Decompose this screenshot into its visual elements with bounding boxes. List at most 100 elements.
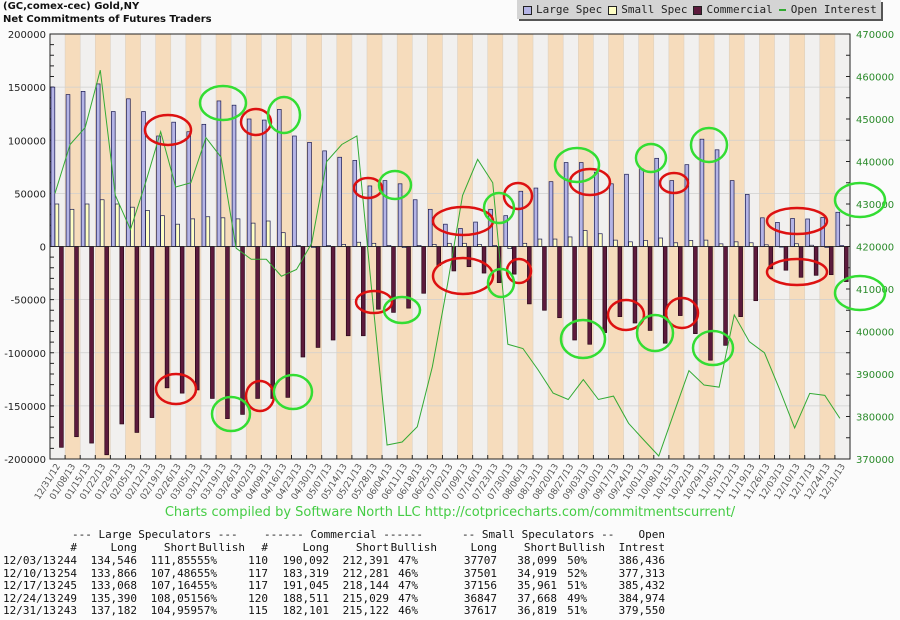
red-annotation-ellipse [502,181,534,211]
green-annotation-ellipse [482,191,516,225]
col-header-ls-short: Short [163,541,197,554]
large-spec-bar [835,211,841,247]
large-spec-bar [352,160,358,247]
left-axis-tick-label: 200000 [8,30,46,41]
open-interest-swatch [778,9,786,11]
small-spec-bar [567,236,573,247]
small-spec-bar [356,241,362,247]
cell-c-long: 190,092 [282,554,329,567]
red-annotation-ellipse [354,289,394,315]
green-annotation-ellipse [210,395,252,433]
col-header-ls-bull: Bullish [198,541,245,554]
large-spec-bar [714,149,720,247]
cell-ls-count: 244 [57,554,77,567]
right-axis-tick-label: 430000 [856,200,894,211]
right-axis-tick-label: 370000 [856,455,894,466]
small-spec-bar [281,232,286,247]
cell-ls-short: 108,051 [150,591,197,605]
commercial-bar [134,246,140,433]
small-spec-bar [175,223,180,247]
commercial-bar [723,246,728,346]
green-annotation-ellipse [377,169,413,201]
large-spec-bar [729,180,735,247]
large-spec-bar [820,217,825,247]
legend: Large Spec Small Spec Commercial Open In… [517,0,881,19]
right-axis-tick-label: 380000 [856,413,894,424]
left-axis-tick-label: 0 [40,243,46,254]
small-spec-bar [190,218,195,247]
cell-c-bull: 46% [398,566,418,580]
small-spec-bar [84,203,90,247]
green-annotation-ellipse [266,95,302,135]
legend-item-large-spec: Large Spec [523,3,602,16]
large-spec-bar [367,185,373,247]
green-annotation-ellipse [272,373,314,411]
large-spec-bar [639,168,644,247]
col-header-oi: Intrest [618,541,665,554]
cell-ls-bull: 55% [197,579,217,593]
large-spec-bar [458,228,463,247]
small-spec-bar [673,242,679,247]
small-spec-bar [552,238,558,247]
commercial-bar [647,246,653,331]
cell-ls-long: 135,390 [90,591,137,605]
cell-c-short: 218,144 [342,579,389,593]
commercial-bar [828,246,834,276]
col-header-c-short: Short [355,541,389,554]
commercial-bar [194,246,200,391]
cell-ls-long: 137,182 [90,604,137,618]
cell-oi: 379,550 [618,604,665,618]
cell-s-long: 37617 [463,604,497,618]
commercial-bar [149,246,155,418]
left-axis-tick-label: 50000 [14,189,46,200]
cell-ls-short: 111,855 [150,554,197,567]
red-annotation-ellipse [664,296,700,330]
commercial-bar [602,246,608,333]
commercial-bar [89,246,94,444]
green-annotation-ellipse [486,267,516,299]
commercial-bar [783,246,789,271]
commercial-bar [179,246,185,394]
large-spec-bar [790,218,795,247]
small-spec-bar [688,240,694,247]
cell-oi: 386,436 [618,554,665,567]
cell-c-count: 115 [248,604,268,618]
cell-c-long: 182,101 [282,604,329,618]
commercial-swatch [693,5,703,15]
red-annotation-ellipse [658,171,690,195]
commercial-bar [376,246,381,310]
cell-c-bull: 47% [398,591,418,605]
green-annotation-ellipse [382,295,422,325]
cell-ls-bull: 57% [197,604,217,618]
cell-c-count: 110 [248,554,268,567]
small-spec-bar [733,241,739,247]
cell-c-long: 188,511 [282,591,329,605]
green-annotation-ellipse [634,142,668,174]
large-spec-bar [246,118,252,247]
small-spec-bar [220,217,226,247]
commercial-bar [678,246,683,316]
small-spec-bar [522,242,528,247]
cell-c-long: 183,319 [282,566,329,580]
col-header-ls-count: # [70,541,77,554]
cell-ls-count: 243 [57,604,77,618]
commercial-bar [164,246,170,389]
credit-text: Charts compiled by Software North LLC ht… [164,505,736,520]
small-spec-bar [582,230,588,247]
large-spec-bar [563,162,569,247]
col-header-s-short: Short [523,541,557,554]
small-spec-bar [69,208,75,247]
commercial-bar [255,246,260,399]
cell-oi: 384,974 [618,591,665,605]
large-spec-bar [412,199,418,247]
red-annotation-ellipse [154,372,198,406]
cell-c-short: 215,029 [342,591,389,605]
small-spec-bar [628,241,633,247]
green-annotation-ellipse [559,318,607,360]
commercial-bar [481,246,487,274]
cell-ls-count: 249 [57,591,77,605]
header-small-speculators: -- Small Speculators -- [462,528,615,541]
large-spec-bar [277,109,282,247]
large-spec-bar [80,91,86,247]
commercial-bar [542,246,547,311]
